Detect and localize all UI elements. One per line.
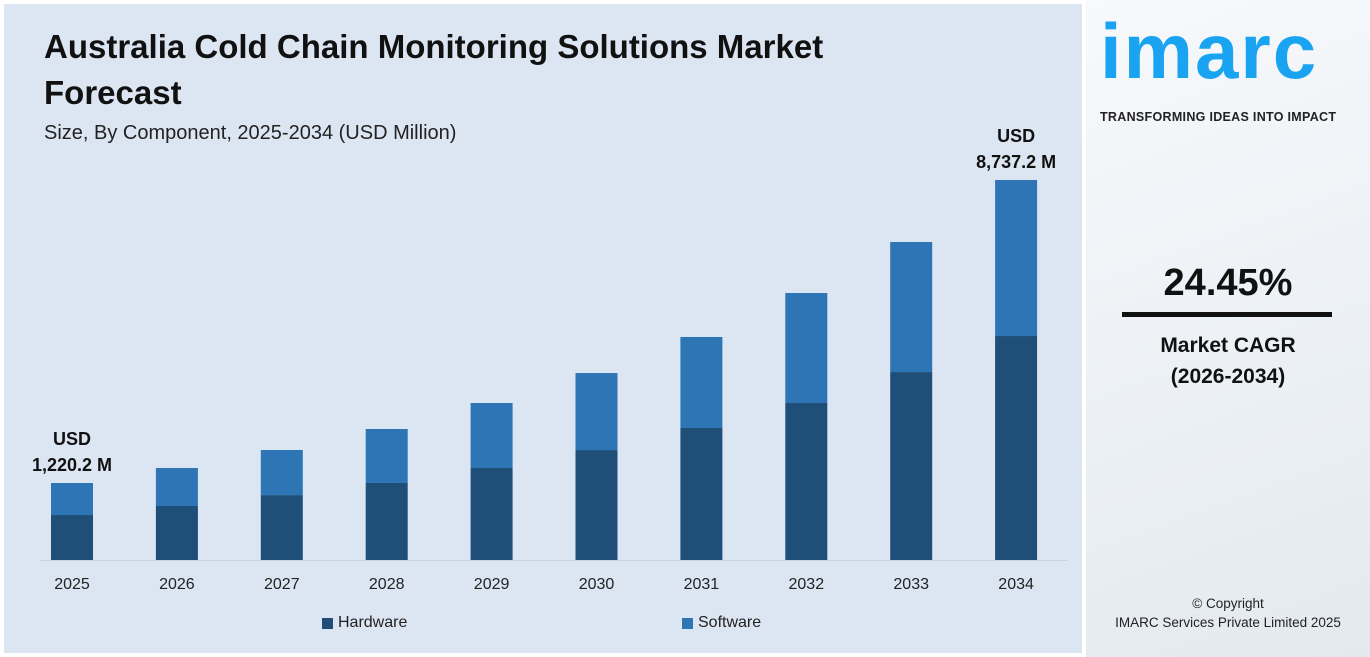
bar-software-2032 (785, 293, 828, 404)
x-tick-label: 2031 (684, 576, 720, 593)
copyright: © Copyright IMARC Services Private Limit… (1086, 594, 1370, 632)
bar-hardware-2028 (365, 482, 408, 560)
x-tick-label: 2026 (159, 576, 195, 593)
copyright-line1: © Copyright (1192, 596, 1264, 611)
bar-hardware-2025 (51, 515, 93, 560)
bar-software-2031 (680, 336, 723, 428)
x-tick-label: 2029 (474, 576, 510, 593)
brand-tagline: TRANSFORMING IDEAS INTO IMPACT (1100, 110, 1337, 124)
x-tick-label: 2034 (998, 576, 1034, 593)
bar-hardware-2034 (995, 336, 1038, 560)
cagr-period: (2026-2034) (1170, 365, 1286, 388)
bar-hardware-2031 (680, 427, 723, 560)
bar-hardware-2032 (785, 403, 828, 560)
imarc-logo: imarc (1100, 7, 1319, 95)
bar-chart: 2025 USD 1,220.2 M 2026 2027 2028 2029 2030 2031… (32, 126, 1068, 593)
bar-software-2034 (995, 180, 1038, 337)
bar-software-2027 (260, 450, 303, 496)
cagr-value: 24.45% (1163, 262, 1293, 304)
bar-software-2025 (51, 483, 93, 516)
x-tick-label: 2033 (893, 576, 929, 593)
value-label-2025-line2: 1,220.2 M (32, 455, 112, 475)
x-tick-label: 2032 (789, 576, 825, 593)
x-tick-label: 2028 (369, 576, 405, 593)
bar-hardware-2030 (575, 450, 618, 560)
x-tick-label: 2030 (579, 576, 615, 593)
legend-swatch-software (682, 617, 693, 629)
legend-label-hardware: Hardware (338, 614, 408, 631)
cagr-label: Market CAGR (2026-2034) (1086, 330, 1370, 392)
value-label-2025-line1: USD (53, 429, 91, 449)
legend-software: Software (682, 614, 761, 632)
bar-hardware-2026 (155, 505, 198, 560)
value-label-2034-line1: USD (997, 126, 1035, 146)
value-label-2034-line2: 8,737.2 M (976, 152, 1056, 172)
bar-software-2028 (365, 429, 408, 483)
info-panel: imarc TRANSFORMING IDEAS INTO IMPACT 24.… (1086, 0, 1370, 657)
bar-software-2029 (470, 403, 513, 469)
bar-hardware-2027 (260, 495, 303, 560)
divider (1122, 312, 1332, 317)
bar-hardware-2033 (890, 372, 933, 560)
cagr-label-text: Market CAGR (1160, 334, 1296, 357)
copyright-line2: IMARC Services Private Limited 2025 (1115, 615, 1341, 630)
legend-swatch-hardware (322, 617, 333, 629)
bar-software-2026 (155, 468, 198, 506)
x-tick-label: 2027 (264, 576, 300, 593)
x-tick-label: 2025 (54, 576, 90, 593)
chart-subtitle: Size, By Component, 2025-2034 (USD Milli… (44, 122, 457, 144)
bar-software-2030 (575, 373, 618, 451)
chart-title: Australia Cold Chain Monitoring Solution… (44, 28, 824, 111)
legend-hardware: Hardware (322, 614, 407, 632)
bar-software-2033 (890, 241, 933, 373)
legend-label-software: Software (698, 614, 762, 631)
bar-hardware-2029 (470, 468, 513, 560)
